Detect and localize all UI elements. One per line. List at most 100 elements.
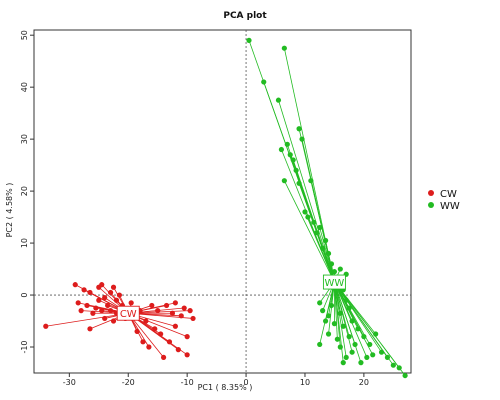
data-point (317, 224, 323, 231)
data-point (314, 230, 320, 236)
centroid-label: WW (325, 278, 345, 289)
data-point (343, 354, 349, 361)
spider-line (334, 282, 344, 363)
data-point (107, 308, 114, 314)
data-point (105, 302, 111, 309)
x-tick-label: -10 (181, 378, 194, 387)
data-point (166, 339, 173, 345)
data-point (378, 349, 385, 355)
data-point (340, 360, 346, 366)
data-point (90, 310, 96, 316)
spider-line (334, 282, 338, 340)
data-point (184, 334, 190, 340)
data-point (116, 292, 123, 298)
data-point (146, 344, 152, 350)
data-point (281, 178, 287, 184)
data-point (128, 300, 134, 306)
data-point (275, 97, 282, 103)
series-cw: CW (43, 282, 196, 361)
data-point (311, 219, 317, 225)
data-point (87, 326, 93, 332)
data-point (72, 282, 78, 288)
data-point (317, 300, 323, 306)
data-point (96, 297, 102, 303)
data-point (102, 295, 108, 301)
data-point (281, 45, 287, 51)
x-tick-label: -20 (122, 378, 135, 387)
data-point (396, 365, 402, 371)
legend-marker (428, 202, 434, 208)
data-point (160, 354, 167, 361)
data-point (373, 331, 379, 337)
data-point (325, 250, 332, 257)
data-point (110, 284, 117, 290)
legend-label: WW (440, 201, 460, 212)
data-point (296, 126, 302, 132)
data-point (169, 310, 176, 316)
plot-frame (33, 29, 412, 374)
plot-area: -30 -20 -10 0 10 20 -10 0 10 20 30 40 50 CW WW (20, 29, 412, 387)
data-point (261, 79, 267, 85)
data-point (87, 289, 93, 296)
data-point (84, 302, 90, 309)
data-point (149, 302, 155, 309)
y-tick-label: 0 (20, 292, 29, 297)
data-point (308, 178, 314, 184)
data-point (331, 269, 338, 275)
data-point (390, 362, 396, 368)
x-tick-label: 10 (300, 378, 310, 387)
data-point (172, 300, 178, 306)
data-point (343, 297, 349, 303)
y-axis-label: PC2 ( 4.58% ) (5, 183, 14, 238)
data-point (246, 37, 252, 43)
centroid-box (116, 305, 140, 321)
legend-marker (428, 190, 434, 196)
data-point (302, 209, 308, 215)
data-point (337, 266, 343, 272)
data-point (361, 334, 367, 340)
data-point (337, 344, 343, 350)
spider-line (278, 100, 335, 283)
data-point (293, 167, 299, 173)
data-point (178, 313, 184, 319)
data-point (140, 339, 146, 345)
data-point (110, 318, 117, 324)
y-tick-label: 30 (20, 134, 29, 144)
data-point (143, 318, 149, 324)
data-point (43, 323, 49, 329)
data-point (346, 334, 352, 340)
x-tick-label: 20 (359, 378, 369, 387)
spider-line (334, 281, 362, 363)
chart-title: PCA plot (223, 11, 267, 21)
spider-line (334, 281, 347, 358)
y-tick-label: 50 (20, 30, 29, 40)
spider-line (283, 180, 335, 283)
data-point (287, 152, 293, 158)
data-point (81, 287, 87, 293)
y-tick-label: -10 (20, 340, 29, 353)
data-point (93, 305, 99, 311)
data-point (340, 323, 346, 329)
data-point (172, 323, 178, 329)
data-point (352, 341, 358, 348)
data-point (317, 341, 323, 348)
data-point (99, 282, 105, 288)
data-point (102, 315, 108, 322)
data-point (320, 245, 326, 251)
data-point (370, 352, 376, 358)
y-tick-label: 20 (20, 186, 29, 196)
spider-line (334, 281, 353, 353)
data-point (305, 214, 311, 220)
data-point (349, 349, 355, 355)
data-point (320, 308, 326, 314)
data-point (325, 331, 332, 337)
data-point (325, 313, 332, 319)
spider-line (334, 281, 374, 355)
data-point (358, 360, 364, 366)
y-tick-label: 40 (20, 82, 29, 92)
data-point (152, 326, 158, 332)
data-point (181, 305, 187, 311)
data-point (349, 318, 355, 324)
